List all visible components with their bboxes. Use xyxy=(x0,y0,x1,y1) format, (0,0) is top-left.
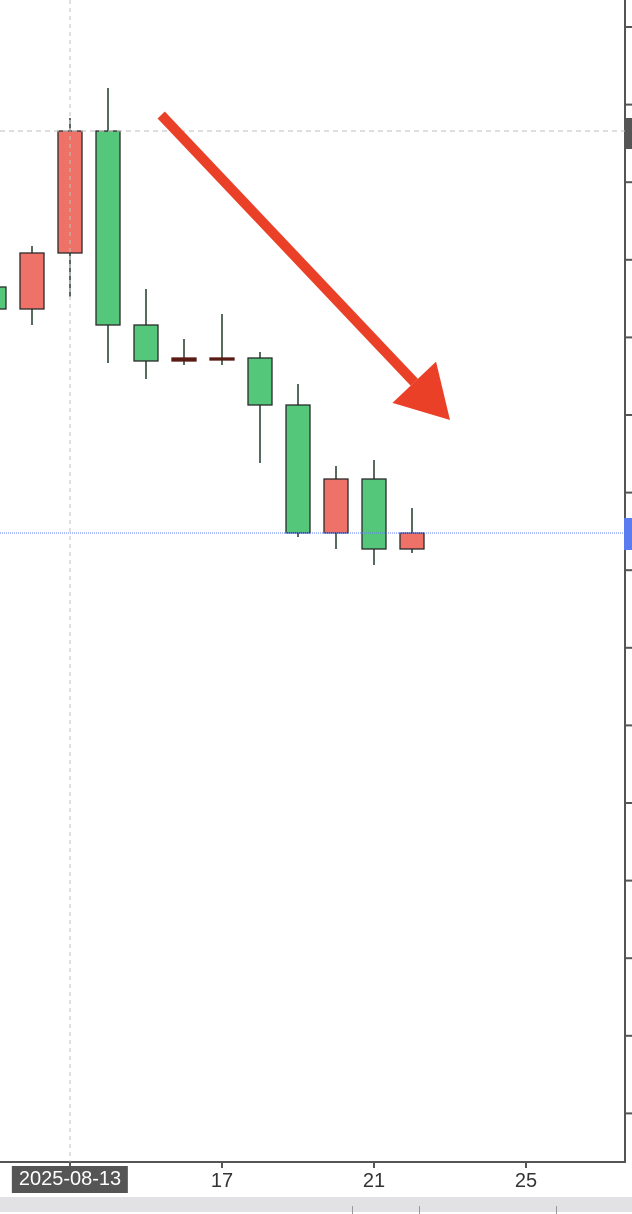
candle-body xyxy=(285,404,311,534)
toolbar-divider xyxy=(419,1206,420,1214)
overlays xyxy=(0,0,632,1162)
candle-body xyxy=(95,130,121,326)
arrow-shaft xyxy=(157,111,418,386)
x-tick-label: 21 xyxy=(362,1170,386,1192)
candle-body xyxy=(323,478,349,534)
candle-body xyxy=(209,357,235,361)
candle-body xyxy=(19,252,45,310)
x-tick-label-highlighted: 2025-08-13 xyxy=(11,1166,129,1193)
candle-body xyxy=(361,478,387,550)
x-tick-label: 25 xyxy=(514,1170,538,1192)
candle-body xyxy=(133,324,159,362)
last-price-label xyxy=(624,518,632,550)
toolbar-divider xyxy=(352,1206,353,1214)
crosshair-price-label xyxy=(625,118,632,149)
x-tick-label: 17 xyxy=(210,1170,234,1192)
candles xyxy=(0,88,425,565)
arrow-head-icon xyxy=(392,361,450,420)
bottom-toolbar[interactable] xyxy=(0,1197,632,1214)
toolbar-divider xyxy=(556,1206,557,1214)
candle-body xyxy=(247,357,273,406)
price-axis[interactable] xyxy=(0,0,632,1168)
candle-body xyxy=(0,286,7,310)
candle-body xyxy=(399,532,425,550)
candle-body xyxy=(171,357,197,362)
